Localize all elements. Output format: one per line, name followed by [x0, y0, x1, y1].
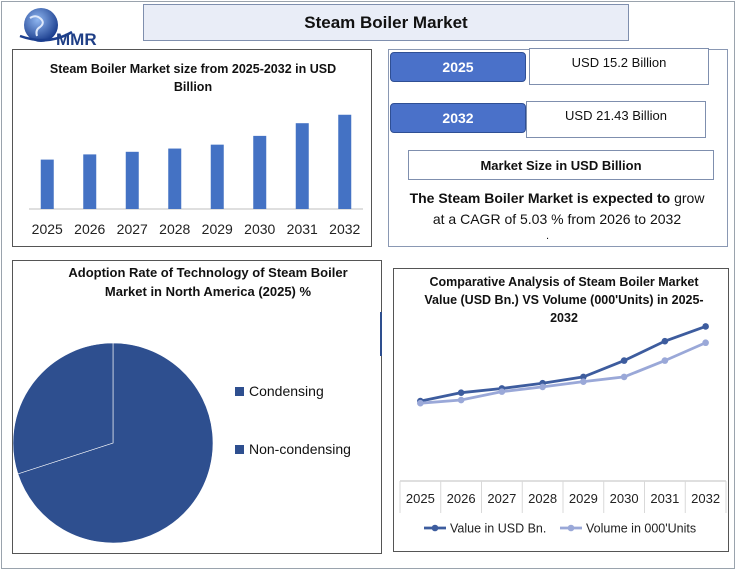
bar-2028 [168, 148, 182, 209]
bar-2029 [210, 144, 224, 209]
logo-text: MMR [56, 30, 97, 48]
kpi-year-2032: 2032 [390, 103, 526, 133]
pie-chart [13, 342, 214, 544]
cagr-line2: at a CAGR of 5.03 % from 2026 to 2032 [432, 211, 682, 227]
cagr-bold: The Steam Boiler Market is expected to [409, 190, 671, 206]
bar-2026 [83, 154, 97, 209]
legend-label-noncondensing: Non-condensing [249, 441, 351, 457]
kpi-value-2032: USD 21.43 Billion [526, 101, 706, 138]
series-point-0 [661, 337, 669, 345]
bar-tick-label: 2031 [287, 221, 318, 237]
legend-marker-0 [431, 524, 439, 532]
series-point-1 [620, 373, 628, 381]
bar-2032 [338, 114, 352, 209]
line-tick-label: 2032 [691, 491, 720, 506]
line-tick-label: 2025 [406, 491, 435, 506]
legend-swatch-noncondensing [235, 444, 244, 454]
globe-icon: MMR [19, 8, 97, 49]
bar-chart-panel: Steam Boiler Market size from 2025-2032 … [12, 49, 372, 247]
bar-tick-label: 2032 [329, 221, 360, 237]
line-chart-title: Comparative Analysis of Steam Boiler Mar… [424, 275, 704, 325]
bar-chart-title: Steam Boiler Market size from 2025-2032 … [49, 62, 337, 94]
series-point-1 [580, 378, 587, 385]
bar-tick-label: 2027 [117, 221, 148, 237]
pie-chart-title: Adoption Rate of Technology of Steam Boi… [68, 265, 348, 299]
series-line-1 [420, 341, 707, 405]
series-point-0 [702, 323, 709, 330]
line-tick-label: 2031 [650, 491, 679, 506]
series-point-1 [457, 396, 465, 404]
bar-tick-label: 2029 [202, 221, 233, 237]
bar-tick-label: 2028 [159, 221, 190, 237]
series-point-0 [457, 389, 465, 396]
bar-2025 [40, 159, 54, 209]
legend-label-1: Volume in 000'Units [586, 522, 696, 536]
kpi-label: Market Size in USD Billion [408, 150, 714, 180]
bar-chart: 2025 2026 2027 2028 2029 2030 2031 2032 [29, 114, 363, 237]
pie-slice-condensing [17, 342, 214, 544]
series-point-1 [539, 383, 546, 391]
line-chart: 2025 2026 2027 2028 2029 2030 2031 2032 Value in… [399, 323, 727, 536]
series-point-1 [498, 388, 506, 395]
bar-2027 [125, 151, 139, 209]
line-tick-label: 2029 [569, 491, 598, 506]
line-tick-label: 2026 [447, 491, 476, 506]
kpi-year-2025: 2025 [390, 52, 526, 82]
divider-mark [380, 312, 382, 356]
legend-label-0: Value in USD Bn. [450, 522, 546, 536]
series-line-0 [420, 325, 707, 403]
line-tick-label: 2028 [528, 491, 557, 506]
series-point-0 [580, 373, 587, 381]
pie-slice-non-condensing [13, 342, 114, 475]
cagr-text: The Steam Boiler Market is expected to g… [392, 188, 722, 230]
bar-2030 [253, 135, 267, 209]
line-tick-label: 2027 [487, 491, 516, 506]
line-tick-label: 2030 [610, 491, 639, 506]
legend-swatch-condensing [235, 386, 244, 396]
kpi-value-2025: USD 15.2 Billion [529, 48, 709, 85]
cagr-line3: . [546, 230, 550, 242]
bar-tick-label: 2030 [244, 221, 275, 237]
series-point-1 [702, 339, 709, 347]
bar-tick-label: 2025 [32, 221, 63, 237]
line-chart-panel: Comparative Analysis of Steam Boiler Mar… [393, 268, 729, 552]
legend-marker-1 [567, 524, 575, 532]
cagr-rest: grow [670, 190, 705, 206]
series-point-1 [661, 357, 669, 364]
legend-condensing: Condensing [235, 383, 324, 399]
bar-tick-label: 2026 [74, 221, 105, 237]
pie-chart-panel: Adoption Rate of Technology of Steam Boi… [12, 260, 382, 554]
legend-label-condensing: Condensing [249, 383, 324, 399]
page-title: Steam Boiler Market [143, 4, 629, 41]
legend-noncondensing: Non-condensing [235, 441, 351, 457]
series-point-1 [417, 399, 424, 407]
mmr-logo: MMR [14, 6, 114, 49]
series-point-0 [620, 357, 628, 364]
bar-2031 [295, 123, 309, 209]
